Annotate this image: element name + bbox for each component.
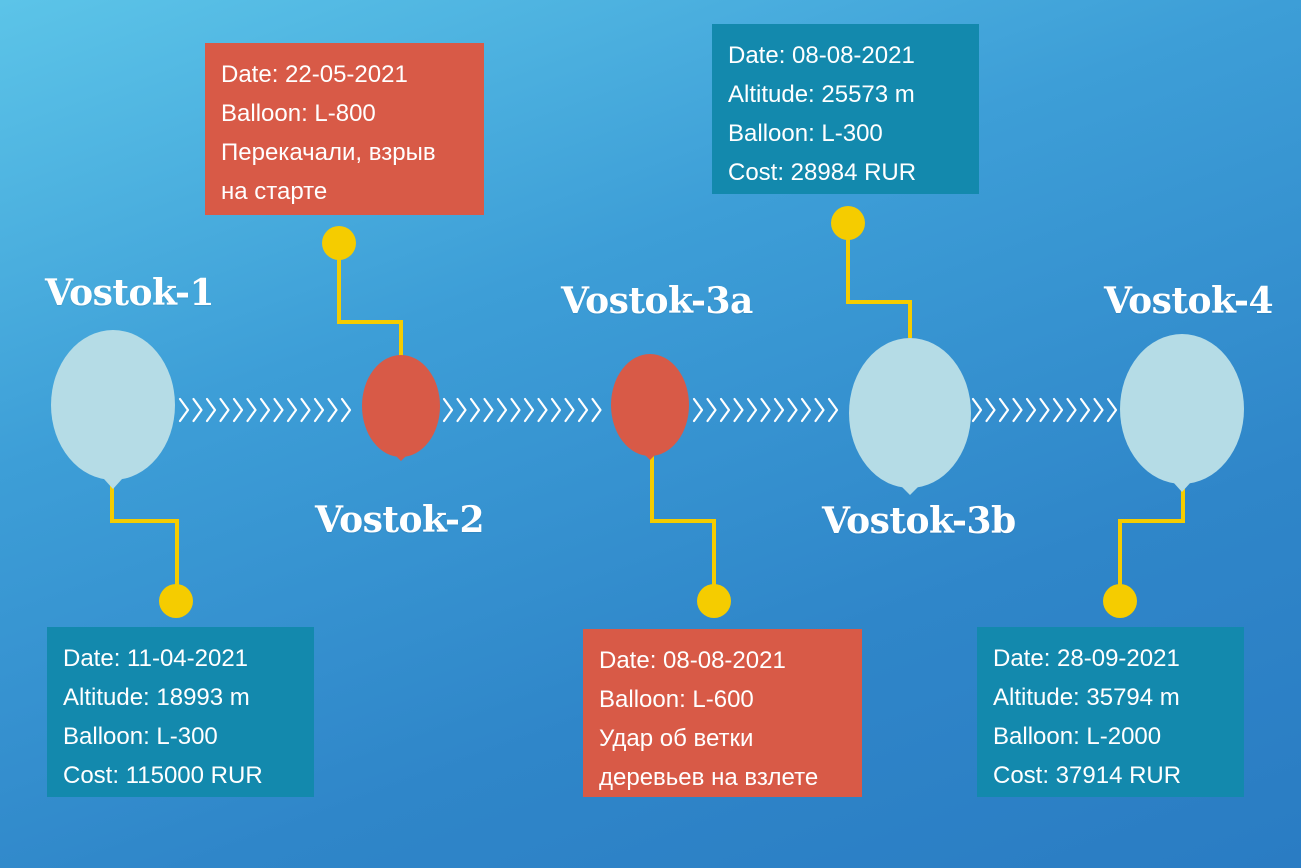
connector-dot-vostok-3b (831, 206, 865, 240)
connector-vostok-3b (846, 223, 912, 338)
chevron-arrow-icon (313, 397, 325, 423)
chevron-arrow-icon (692, 397, 704, 423)
chevron-arrow-icon (178, 397, 190, 423)
launch-title-vostok-2: Vostok-2 (315, 499, 485, 541)
chevron-arrow-icon (564, 397, 575, 423)
chevron-arrow-icon (800, 397, 812, 423)
chevron-arrow-icon (442, 397, 454, 423)
chevron-arrow-icon (1106, 397, 1118, 423)
chevron-arrow-icon (1093, 397, 1104, 423)
launch-title-vostok-3a: Vostok-3a (561, 280, 753, 322)
chevron-arrow-icon (814, 397, 825, 423)
launch-card-vostok-3b: Date: 08-08-2021 Altitude: 25573 m Ballo… (712, 24, 979, 194)
card-balloon: Balloon: L-300 (728, 120, 883, 147)
chevron-arrow-icon (273, 397, 284, 423)
connector-vostok-2 (337, 243, 403, 357)
card-balloon: Balloon: L-2000 (993, 723, 1162, 750)
chevron-arrow-icon (733, 397, 744, 423)
chevron-arrow-icon (246, 397, 257, 423)
balloon-vostok-3b (849, 338, 971, 495)
chevron-arrow-icon (550, 397, 562, 423)
launch-title-vostok-1: Vostok-1 (45, 272, 215, 314)
card-altitude: Altitude: 35794 m (993, 684, 1180, 711)
chevron-arrow-icon (1039, 397, 1050, 423)
card-date: Date: 11-04-2021 (63, 645, 249, 672)
card-date: Date: 08-08-2021 (599, 647, 786, 674)
chevron-arrow-icon (1025, 397, 1037, 423)
chevron-arrow-icon (1066, 397, 1077, 423)
card-date: Date: 08-08-2021 (728, 42, 915, 69)
launch-title-vostok-4: Vostok-4 (1104, 280, 1274, 322)
chevron-arrow-icon (469, 397, 481, 423)
chevron-arrow-icon (1079, 397, 1091, 423)
chevron-arrow-icon (827, 397, 839, 423)
chevron-arrow-icon (537, 397, 548, 423)
chevron-arrow-icon (259, 397, 271, 423)
chevron-arrow-icon (998, 397, 1010, 423)
card-note: Удар об ветки деревьев на взлете (599, 725, 819, 791)
chevron-arrow-icon (523, 397, 535, 423)
balloon-vostok-2 (362, 355, 440, 461)
chevron-arrow-icon (232, 397, 244, 423)
chevron-arrow-icon (1052, 397, 1064, 423)
chevron-arrow-icon (483, 397, 494, 423)
card-date: Date: 28-09-2021 (993, 645, 1180, 672)
launch-card-vostok-2: Date: 22-05-2021 Balloon: L-800 Перекача… (205, 43, 484, 215)
chevron-arrow-icon (787, 397, 798, 423)
connector-dot-vostok-2 (322, 226, 356, 260)
chevron-arrow-icon (286, 397, 298, 423)
card-cost: Cost: 37914 RUR (993, 762, 1182, 789)
chevron-arrow-icon (340, 397, 352, 423)
connector-vostok-4 (1118, 489, 1185, 601)
launch-card-vostok-4: Date: 28-09-2021 Altitude: 35794 m Ballo… (977, 627, 1244, 797)
launch-card-vostok-1: Date: 11-04-2021 Altitude: 18993 m Ballo… (47, 627, 314, 797)
chevron-arrow-icon (456, 397, 467, 423)
chevron-arrow-icon (1012, 397, 1023, 423)
chevron-arrow-icon (985, 397, 996, 423)
balloon-vostok-4 (1120, 334, 1244, 492)
timeline-chevron-track (178, 397, 1118, 423)
connector-dot-vostok-3a (697, 584, 731, 618)
card-balloon: Balloon: L-600 (599, 686, 754, 713)
card-cost: Cost: 28984 RUR (728, 159, 917, 186)
chevron-arrow-icon (719, 397, 731, 423)
card-altitude: Altitude: 18993 m (63, 684, 250, 711)
chevron-arrow-icon (971, 397, 983, 423)
chevron-arrow-icon (219, 397, 230, 423)
connector-dot-vostok-1 (159, 584, 193, 618)
chevron-arrow-icon (577, 397, 589, 423)
balloon-vostok-1 (51, 330, 175, 489)
chevron-arrow-icon (510, 397, 521, 423)
chevron-arrow-icon (192, 397, 203, 423)
card-date: Date: 22-05-2021 (221, 61, 408, 88)
connector-vostok-3a (650, 455, 716, 601)
chevron-arrow-icon (760, 397, 771, 423)
balloon-vostok-3a (611, 354, 689, 460)
chevron-arrow-icon (300, 397, 311, 423)
chevron-arrow-icon (496, 397, 508, 423)
chevron-arrow-icon (773, 397, 785, 423)
chevron-arrow-icon (205, 397, 217, 423)
card-note: Перекачали, взрыв на старте (221, 139, 436, 205)
chevron-arrow-icon (591, 397, 602, 423)
card-balloon: Balloon: L-300 (63, 723, 218, 750)
card-altitude: Altitude: 25573 m (728, 81, 915, 108)
chevron-arrow-icon (327, 397, 338, 423)
chevron-arrow-icon (706, 397, 717, 423)
connector-dot-vostok-4 (1103, 584, 1137, 618)
card-balloon: Balloon: L-800 (221, 100, 376, 127)
launch-card-vostok-3a: Date: 08-08-2021 Balloon: L-600 Удар об … (583, 629, 862, 797)
launch-title-vostok-3b: Vostok-3b (822, 500, 1016, 542)
connector-vostok-1 (110, 486, 179, 601)
card-cost: Cost: 115000 RUR (63, 762, 263, 789)
chevron-arrow-icon (746, 397, 758, 423)
